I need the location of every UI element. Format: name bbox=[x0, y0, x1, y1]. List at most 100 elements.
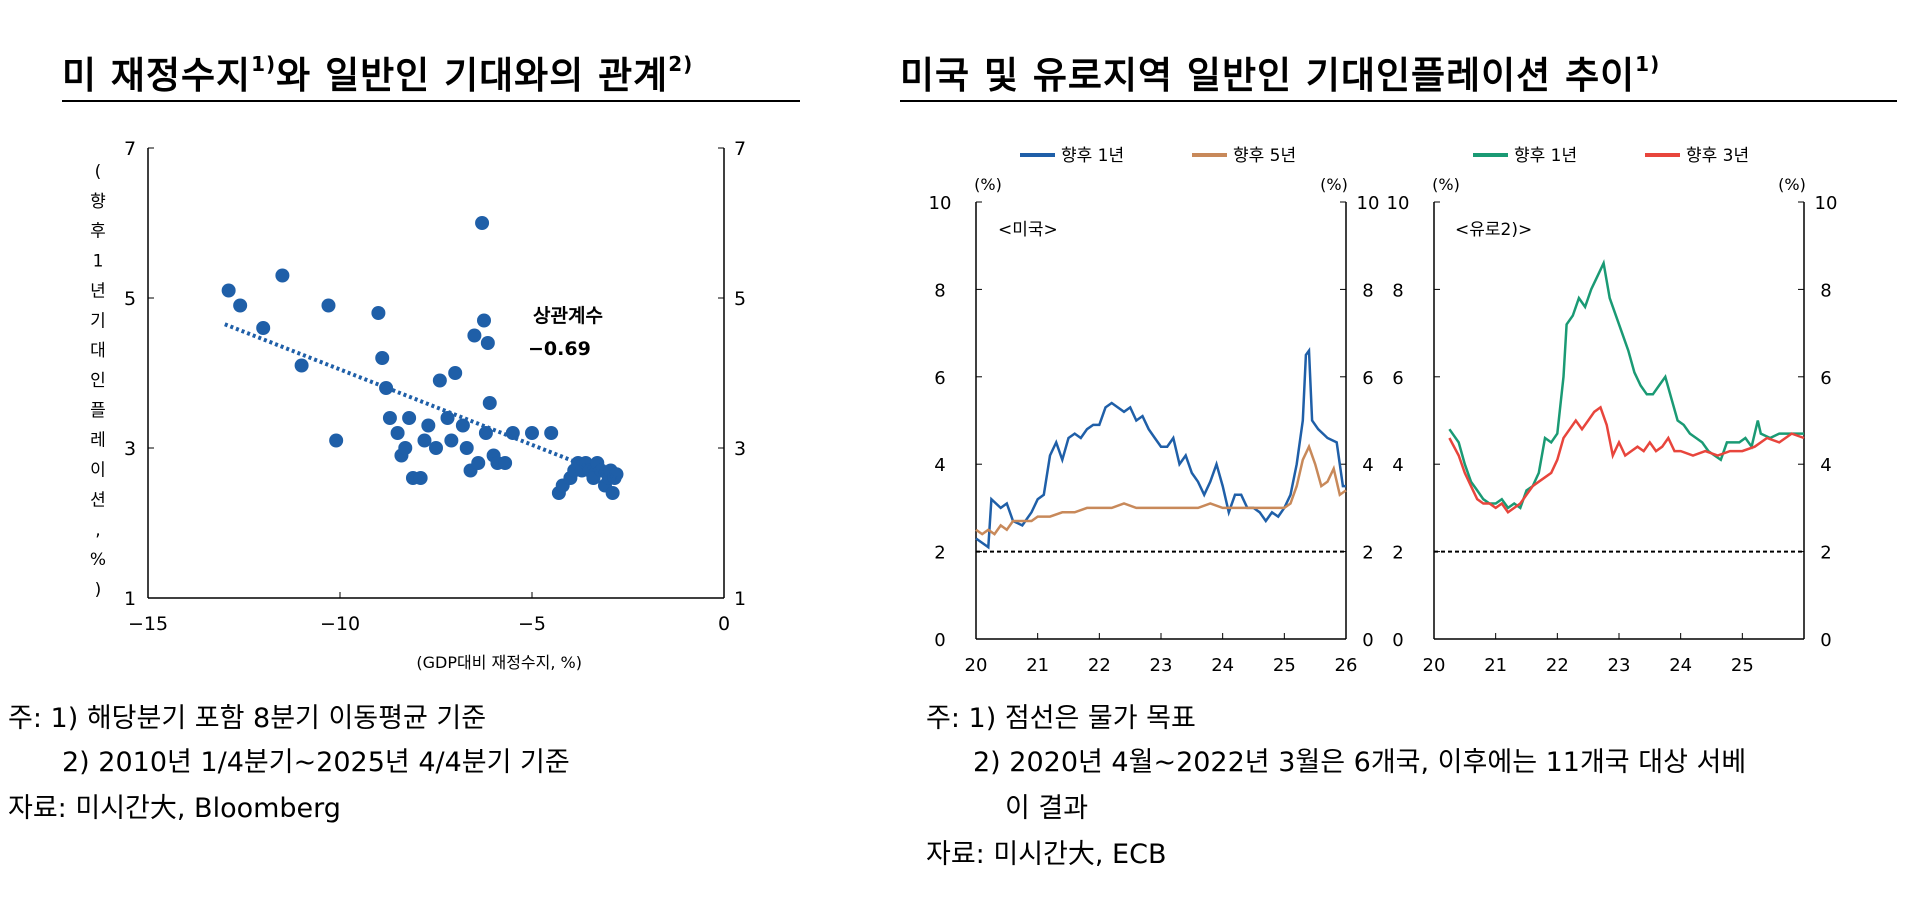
series-line bbox=[975, 346, 1346, 550]
line-xtick-label: 24 bbox=[1211, 655, 1234, 676]
line-ytick-label-right: 10 bbox=[1815, 193, 1838, 214]
line-xtick-label: 21 bbox=[1026, 655, 1049, 676]
euro-subtitle: <유로2)> bbox=[1455, 220, 1532, 240]
line-unit-left: (%) bbox=[974, 175, 1002, 194]
left-title-sup1: 1) bbox=[251, 51, 277, 76]
line-xtick-label: 22 bbox=[1546, 655, 1569, 676]
scatter-ylabel-char: 인 bbox=[90, 371, 106, 391]
line-ytick-label-right: 2 bbox=[1820, 543, 1831, 564]
scatter-point bbox=[448, 366, 463, 380]
scatter-point bbox=[421, 418, 436, 433]
right-source: 자료: 미시간大, ECB bbox=[926, 839, 1167, 870]
scatter-point bbox=[544, 426, 559, 440]
scatter-ylabel-char: 션 bbox=[90, 490, 106, 510]
right-note-1: 주: 1) 점선은 물가 목표 bbox=[926, 703, 1196, 734]
scatter-trendline bbox=[224, 322, 618, 480]
line-unit-right: (%) bbox=[1320, 175, 1348, 194]
scatter-ylabel-char: 레 bbox=[90, 431, 106, 451]
scatter-point bbox=[471, 456, 486, 470]
line-unit-right: (%) bbox=[1778, 175, 1806, 194]
line-ytick-label-left: 10 bbox=[1387, 193, 1410, 214]
scatter-point bbox=[233, 298, 248, 313]
scatter-points bbox=[221, 216, 624, 500]
line-ytick-label-left: 2 bbox=[934, 543, 945, 564]
scatter-point bbox=[605, 486, 620, 500]
line-ytick-label-left: 6 bbox=[934, 368, 945, 389]
line-xtick-label: 20 bbox=[965, 655, 988, 676]
line-xtick-label: 21 bbox=[1484, 655, 1507, 676]
line-ytick-label-right: 4 bbox=[1362, 455, 1373, 476]
scatter-point bbox=[329, 433, 344, 448]
scatter-xlabel: (GDP대비 재정수지, %) bbox=[416, 653, 582, 672]
line-xtick-label: 25 bbox=[1731, 655, 1754, 676]
line-ytick-label-right: 2 bbox=[1362, 543, 1373, 564]
line-xtick-label: 23 bbox=[1150, 655, 1173, 676]
scatter-ylabel-char: 대 bbox=[90, 341, 106, 361]
scatter-point bbox=[275, 268, 290, 283]
scatter-point bbox=[429, 441, 443, 455]
scatter-point bbox=[390, 426, 405, 440]
scatter-ylabel-char: 기 bbox=[90, 311, 106, 331]
left-title-part2: 와 일반인 기대와의 관계 bbox=[276, 54, 669, 97]
line-ytick-label-right: 6 bbox=[1820, 368, 1831, 389]
scatter-xtick-label: −15 bbox=[128, 613, 168, 635]
scatter-point bbox=[294, 358, 309, 373]
scatter-point bbox=[221, 283, 236, 298]
scatter-xtick-label: 0 bbox=[718, 613, 730, 635]
scatter-point bbox=[440, 411, 455, 425]
series-line bbox=[975, 443, 1347, 536]
right-note-2: 2) 2020년 4월~2022년 3월은 6개국, 이후에는 11개국 대상 … bbox=[973, 747, 1747, 778]
scatter-point bbox=[475, 216, 490, 230]
scatter-ytick-label-left: 5 bbox=[124, 288, 136, 310]
scatter-ytick-label-left: 3 bbox=[124, 438, 136, 460]
left-title-sup2: 2) bbox=[668, 51, 694, 76]
line-ytick-label-left: 10 bbox=[929, 193, 952, 214]
line-ytick-label-right: 6 bbox=[1362, 368, 1373, 389]
line-ytick-label-right: 0 bbox=[1820, 630, 1831, 651]
scatter-point bbox=[459, 441, 474, 455]
scatter-xtick-label: −5 bbox=[518, 613, 546, 635]
scatter-point bbox=[498, 456, 513, 470]
corr-label: 상관계수 bbox=[533, 305, 603, 327]
line-xtick-label: 23 bbox=[1608, 655, 1631, 676]
scatter-xtick-label: −10 bbox=[320, 613, 360, 635]
scatter-ytick-label-right: 5 bbox=[734, 288, 746, 310]
scatter-ytick-label-left: 7 bbox=[124, 138, 136, 160]
scatter-point bbox=[477, 313, 491, 328]
scatter-point bbox=[402, 411, 417, 425]
scatter-ylabel-char: 후 bbox=[90, 222, 106, 242]
line-ytick-label-left: 4 bbox=[934, 455, 945, 476]
left-title-part1: 미 재정수지 bbox=[62, 54, 252, 97]
legend-label: 향후 3년 bbox=[1686, 146, 1749, 166]
right-title-rule bbox=[900, 100, 1897, 102]
scatter-point bbox=[398, 441, 413, 455]
line-ytick-label-right: 8 bbox=[1362, 280, 1373, 301]
left-title-rule bbox=[62, 100, 800, 102]
scatter-ylabel-char: 향 bbox=[90, 192, 106, 212]
corr-value: −0.69 bbox=[528, 338, 591, 360]
legend-label: 향후 1년 bbox=[1061, 146, 1124, 166]
scatter-point bbox=[321, 298, 336, 313]
line-ytick-label-right: 4 bbox=[1820, 455, 1831, 476]
line-ytick-label-left: 8 bbox=[1392, 280, 1403, 301]
scatter-point bbox=[455, 418, 470, 433]
line-ytick-label-left: 6 bbox=[1392, 368, 1403, 389]
line-ytick-label-left: 0 bbox=[934, 630, 945, 651]
scatter-ytick-label-right: 3 bbox=[734, 438, 746, 460]
line-ytick-label-left: 2 bbox=[1392, 543, 1403, 564]
scatter-point bbox=[444, 433, 459, 448]
right-panel-title: 미국 및 유로지역 일반인 기대인플레이션 추이1) bbox=[900, 45, 1660, 99]
line-xtick-label: 26 bbox=[1335, 655, 1358, 676]
scatter-point bbox=[609, 467, 624, 482]
scatter-ylabel-char: 년 bbox=[90, 281, 106, 301]
scatter-point bbox=[525, 426, 539, 440]
right-title-sup: 1) bbox=[1635, 51, 1661, 76]
scatter-ylabel-char: 플 bbox=[90, 401, 106, 421]
line-ytick-label-right: 8 bbox=[1820, 280, 1831, 301]
line-ytick-label-right: 10 bbox=[1357, 193, 1380, 214]
